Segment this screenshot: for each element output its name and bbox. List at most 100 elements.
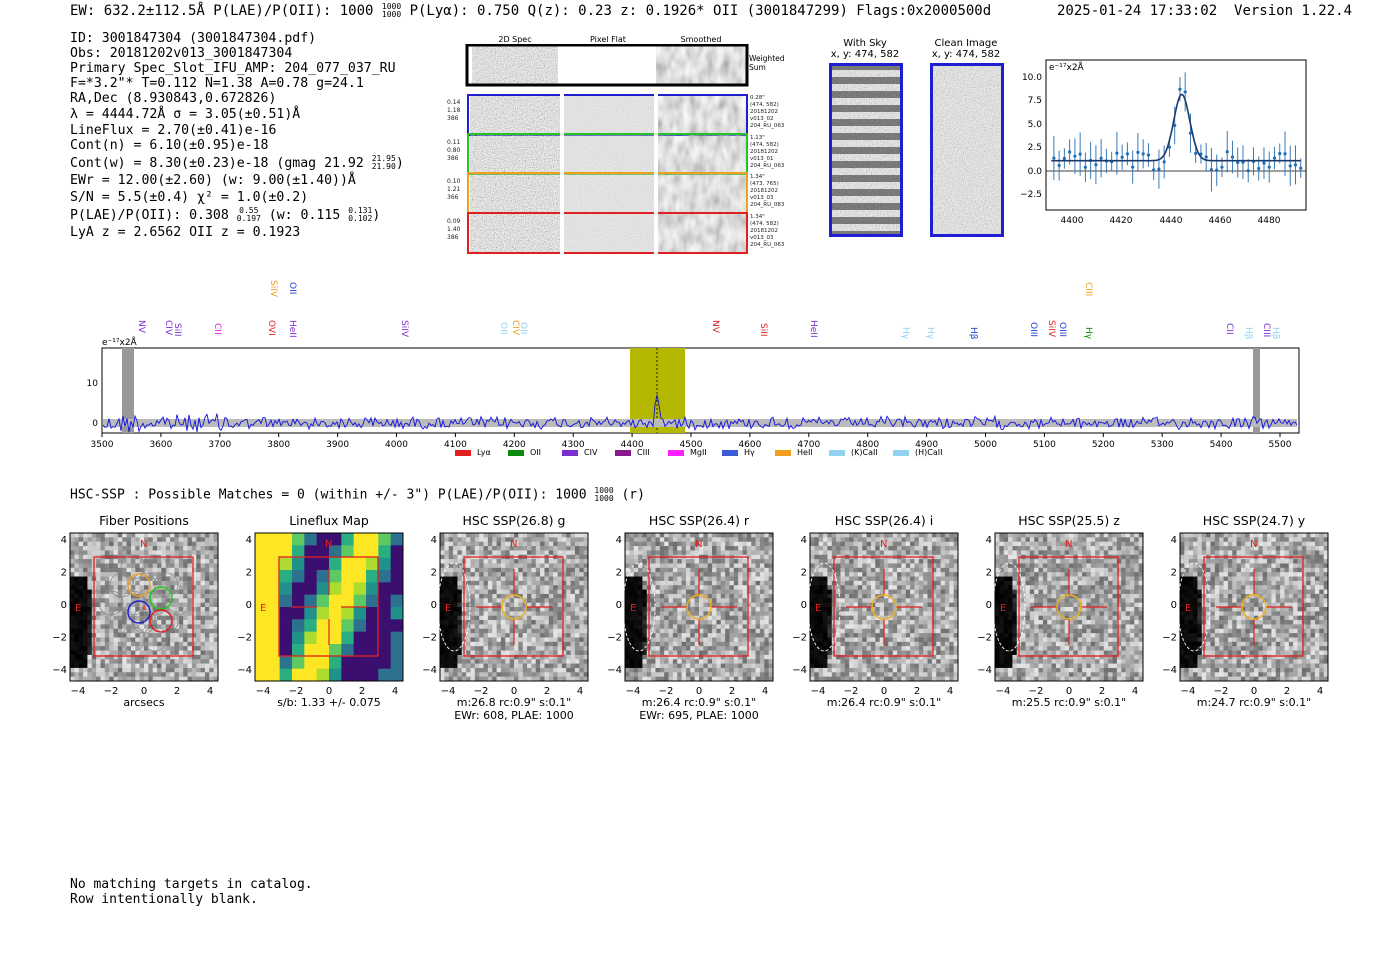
image-pixel (849, 628, 854, 634)
image-pixel (514, 659, 519, 664)
image-pixel (633, 654, 639, 660)
image-pixel (91, 663, 97, 669)
image-pixel (707, 633, 713, 638)
image-pixel (70, 537, 75, 543)
image-pixel (844, 598, 850, 604)
aperture-box (278, 556, 379, 657)
image-pixel (703, 585, 709, 590)
image-pixel (178, 676, 184, 682)
image-pixel (583, 659, 589, 664)
image-pixel (74, 576, 80, 582)
info-gmag-top: 21.95 (371, 154, 396, 163)
image-pixel (104, 546, 110, 551)
image-pixel (492, 589, 497, 595)
col-flat-label: Pixel Flat (590, 35, 626, 44)
image-pixel (642, 593, 648, 599)
image-pixel (213, 550, 219, 556)
image-pixel (668, 607, 674, 612)
image-pixel (474, 598, 480, 604)
image-pixel (677, 602, 682, 608)
image-pixel (712, 572, 717, 577)
image-pixel (879, 628, 885, 634)
image-pixel (651, 672, 656, 678)
image-pixel (844, 576, 850, 582)
image-pixel (633, 554, 639, 560)
image-pixel (936, 572, 941, 577)
image-pixel (677, 541, 682, 547)
image-pixel (109, 637, 114, 643)
image-pixel (518, 633, 524, 638)
image-pixel (655, 576, 661, 582)
image-pixel (444, 672, 450, 678)
lineflux-cell (329, 557, 342, 571)
image-pixel (918, 541, 924, 547)
image-pixel (746, 533, 752, 538)
image-pixel (949, 550, 955, 556)
image-pixel (178, 624, 184, 630)
image-pixel (474, 533, 480, 538)
image-pixel (668, 654, 674, 660)
image-pixel (83, 620, 88, 625)
image-pixel (531, 659, 537, 664)
image-pixel (844, 624, 850, 630)
lineflux-cell (341, 557, 355, 571)
image-pixel (514, 585, 519, 590)
image-pixel (178, 654, 184, 660)
image-pixel (918, 567, 924, 573)
image-pixel (918, 620, 924, 625)
image-pixel (818, 633, 824, 638)
image-pixel (659, 676, 665, 682)
image-pixel (213, 654, 219, 660)
image-pixel (840, 580, 846, 586)
zoom-point (1115, 151, 1119, 155)
image-pixel (853, 576, 859, 582)
image-pixel (905, 585, 911, 590)
image-pixel (457, 624, 463, 630)
image-pixel (672, 585, 678, 590)
image-pixel (668, 615, 674, 621)
image-pixel (764, 624, 770, 630)
image-pixel (677, 663, 682, 669)
image-pixel (629, 611, 635, 617)
image-pixel (474, 628, 480, 634)
image-pixel (540, 546, 545, 551)
zoom-xtick-4: 4480 (1258, 216, 1281, 226)
image-pixel (810, 615, 815, 621)
image-pixel (87, 550, 93, 556)
image-pixel (703, 633, 709, 638)
image-pixel (712, 593, 717, 599)
image-pixel (157, 550, 162, 556)
image-pixel (936, 576, 941, 582)
hsc-caption-line-1: arcsecs (123, 696, 165, 709)
image-pixel (83, 589, 88, 595)
spectrum-xtick-4400: 4400 (621, 440, 644, 450)
image-pixel (583, 593, 589, 599)
hsc-frac-top: 1000 (594, 486, 614, 495)
image-pixel (70, 672, 75, 678)
image-pixel (96, 593, 101, 599)
image-pixel (949, 637, 955, 643)
image-pixel (509, 676, 515, 682)
image-pixel (522, 633, 528, 638)
row3-left-2: 366 (447, 194, 459, 201)
image-pixel (209, 611, 215, 617)
image-pixel (496, 533, 502, 538)
image-pixel (849, 585, 854, 590)
image-pixel (866, 624, 872, 630)
image-pixel (905, 628, 911, 634)
image-pixel (742, 624, 748, 630)
image-pixel (496, 620, 502, 625)
image-pixel (857, 580, 863, 586)
image-pixel (866, 628, 872, 634)
image-pixel (544, 602, 550, 608)
image-pixel (87, 537, 93, 543)
image-pixel (505, 672, 511, 678)
image-pixel (505, 572, 511, 577)
image-pixel (646, 663, 652, 669)
image-pixel (849, 641, 854, 647)
image-pixel (474, 654, 480, 660)
image-pixel (625, 580, 630, 586)
image-pixel (759, 572, 765, 577)
spectrum-xtick-3800: 3800 (267, 440, 290, 450)
image-pixel (923, 589, 928, 595)
